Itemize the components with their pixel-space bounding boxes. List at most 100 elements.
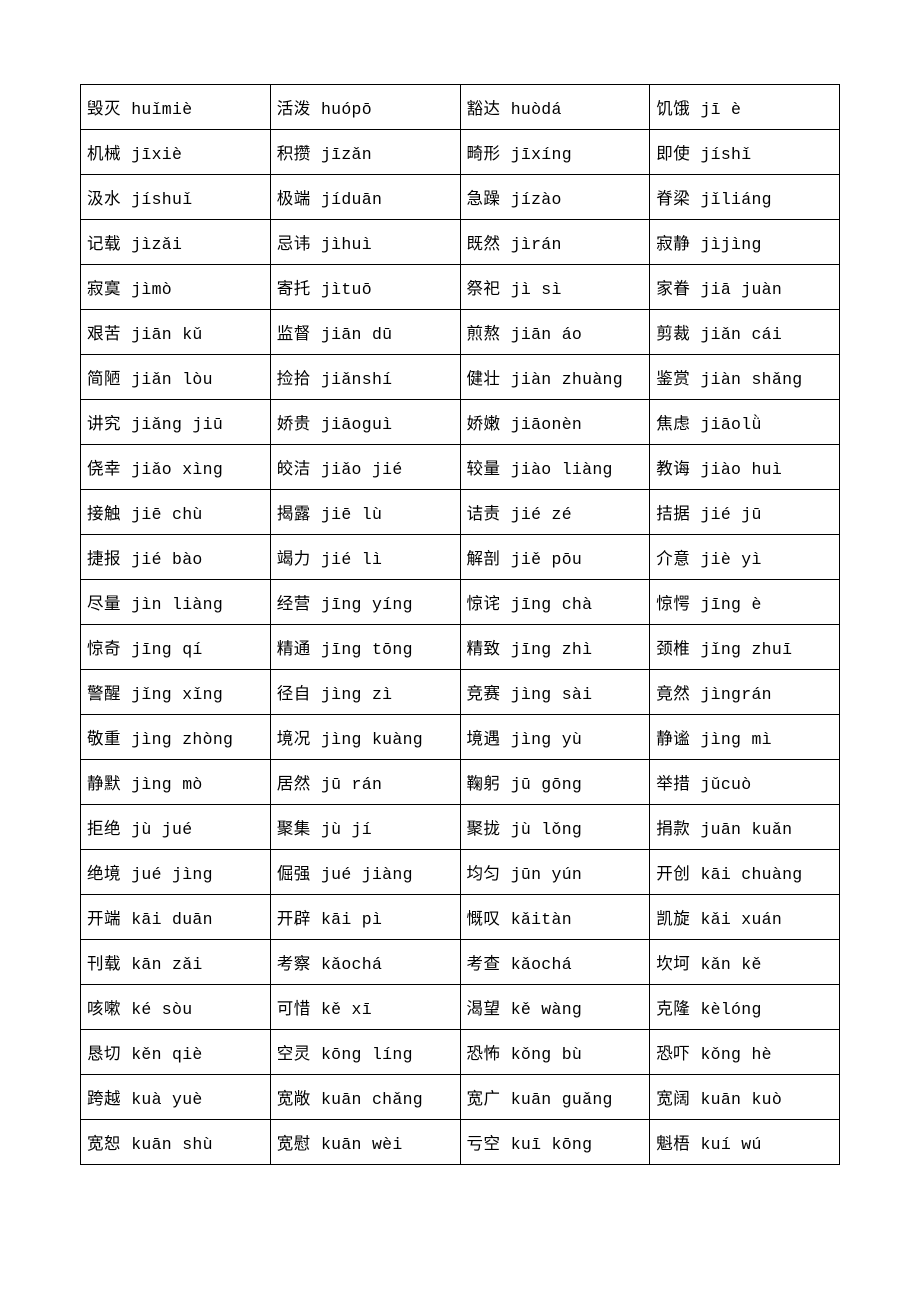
- chinese-text: 家眷: [656, 279, 690, 298]
- chinese-text: 饥饿: [656, 99, 690, 118]
- table-cell: 积攒 jīzǎn: [270, 130, 460, 175]
- chinese-text: 寂静: [656, 234, 690, 253]
- pinyin-text: jué jìng: [121, 865, 213, 884]
- pinyin-text: jiāolǜ: [690, 415, 761, 434]
- table-cell: 鞠躬 jū gōng: [460, 760, 650, 805]
- table-cell: 开辟 kāi pì: [270, 895, 460, 940]
- pinyin-text: jīzǎn: [311, 145, 372, 164]
- table-cell: 竭力 jié lì: [270, 535, 460, 580]
- table-cell: 宽广 kuān guǎng: [460, 1075, 650, 1120]
- chinese-text: 倔强: [277, 864, 311, 883]
- table-cell: 煎熬 jiān áo: [460, 310, 650, 355]
- pinyin-text: kuān shù: [121, 1135, 213, 1154]
- pinyin-text: jǐliáng: [690, 190, 772, 209]
- pinyin-text: jiā juàn: [690, 280, 782, 299]
- pinyin-text: kǒng bù: [501, 1045, 583, 1064]
- pinyin-text: jiào huì: [690, 460, 782, 479]
- chinese-text: 静谧: [656, 729, 690, 748]
- chinese-text: 开创: [656, 864, 690, 883]
- chinese-text: 祭祀: [467, 279, 501, 298]
- chinese-text: 毁灭: [87, 99, 121, 118]
- chinese-text: 境遇: [467, 729, 501, 748]
- pinyin-text: jìng sài: [501, 685, 593, 704]
- pinyin-text: jìn liàng: [121, 595, 223, 614]
- chinese-text: 咳嗽: [87, 999, 121, 1018]
- chinese-text: 颈椎: [656, 639, 690, 658]
- pinyin-text: jūn yún: [501, 865, 583, 884]
- pinyin-text: jìhuì: [311, 235, 372, 254]
- pinyin-text: kǎochá: [501, 955, 572, 974]
- table-cell: 开创 kāi chuàng: [650, 850, 840, 895]
- table-cell: 鉴赏 jiàn shǎng: [650, 355, 840, 400]
- vocabulary-table: 毁灭 huǐmiè活泼 huópō豁达 huòdá饥饿 jī è机械 jīxiè…: [80, 84, 840, 1165]
- chinese-text: 机械: [87, 144, 121, 163]
- chinese-text: 恐怖: [467, 1044, 501, 1063]
- table-cell: 聚集 jù jí: [270, 805, 460, 850]
- table-cell: 考查 kǎochá: [460, 940, 650, 985]
- pinyin-text: kuān wèi: [311, 1135, 403, 1154]
- table-cell: 捷报 jié bào: [81, 535, 271, 580]
- pinyin-text: jiè yì: [690, 550, 761, 569]
- table-cell: 恐吓 kǒng hè: [650, 1030, 840, 1075]
- pinyin-text: jiàn shǎng: [690, 370, 802, 389]
- table-cell: 静默 jìng mò: [81, 760, 271, 805]
- table-cell: 境况 jìng kuàng: [270, 715, 460, 760]
- chinese-text: 惊诧: [467, 594, 501, 613]
- chinese-text: 凯旋: [656, 909, 690, 928]
- chinese-text: 既然: [467, 234, 501, 253]
- table-cell: 捡拾 jiǎnshí: [270, 355, 460, 400]
- chinese-text: 鞠躬: [467, 774, 501, 793]
- pinyin-text: kāi duān: [121, 910, 213, 929]
- table-cell: 居然 jū rán: [270, 760, 460, 805]
- pinyin-text: jū rán: [311, 775, 382, 794]
- chinese-text: 艰苦: [87, 324, 121, 343]
- table-cell: 警醒 jǐng xǐng: [81, 670, 271, 715]
- table-cell: 侥幸 jiǎo xìng: [81, 445, 271, 490]
- table-cell: 机械 jīxiè: [81, 130, 271, 175]
- table-cell: 跨越 kuà yuè: [81, 1075, 271, 1120]
- table-cell: 惊愕 jīng è: [650, 580, 840, 625]
- pinyin-text: jiān áo: [501, 325, 583, 344]
- pinyin-text: jízào: [501, 190, 562, 209]
- pinyin-text: huópō: [311, 100, 372, 119]
- pinyin-text: jìng yù: [501, 730, 583, 749]
- chinese-text: 煎熬: [467, 324, 501, 343]
- pinyin-text: jiǎo xìng: [121, 460, 223, 479]
- chinese-text: 宽慰: [277, 1134, 311, 1153]
- table-cell: 急躁 jízào: [460, 175, 650, 220]
- chinese-text: 恳切: [87, 1044, 121, 1063]
- table-cell: 可惜 kě xī: [270, 985, 460, 1030]
- table-cell: 考察 kǎochá: [270, 940, 460, 985]
- table-cell: 渴望 kě wàng: [460, 985, 650, 1030]
- page-container: 毁灭 huǐmiè活泼 huópō豁达 huòdá饥饿 jī è机械 jīxiè…: [0, 0, 920, 1249]
- chinese-text: 积攒: [277, 144, 311, 163]
- chinese-text: 静默: [87, 774, 121, 793]
- chinese-text: 极端: [277, 189, 311, 208]
- table-cell: 恐怖 kǒng bù: [460, 1030, 650, 1075]
- pinyin-text: jǔcuò: [690, 775, 751, 794]
- table-cell: 宽阔 kuān kuò: [650, 1075, 840, 1120]
- chinese-text: 敬重: [87, 729, 121, 748]
- chinese-text: 可惜: [277, 999, 311, 1018]
- table-cell: 极端 jíduān: [270, 175, 460, 220]
- chinese-text: 捡拾: [277, 369, 311, 388]
- pinyin-text: jīxíng: [501, 145, 572, 164]
- pinyin-text: kǎitàn: [501, 910, 572, 929]
- chinese-text: 捐款: [656, 819, 690, 838]
- chinese-text: 经营: [277, 594, 311, 613]
- table-row: 汲水 jíshuǐ极端 jíduān急躁 jízào脊梁 jǐliáng: [81, 175, 840, 220]
- pinyin-text: jié zé: [501, 505, 572, 524]
- pinyin-text: jiē chù: [121, 505, 203, 524]
- chinese-text: 豁达: [467, 99, 501, 118]
- table-cell: 惊奇 jīng qí: [81, 625, 271, 670]
- chinese-text: 接触: [87, 504, 121, 523]
- table-row: 宽恕 kuān shù宽慰 kuān wèi亏空 kuī kōng魁梧 kuí …: [81, 1120, 840, 1165]
- pinyin-text: jū gōng: [501, 775, 583, 794]
- pinyin-text: jǐng zhuī: [690, 640, 792, 659]
- table-cell: 脊梁 jǐliáng: [650, 175, 840, 220]
- table-cell: 畸形 jīxíng: [460, 130, 650, 175]
- pinyin-text: kě xī: [311, 1000, 372, 1019]
- pinyin-text: jīng tōng: [311, 640, 413, 659]
- pinyin-text: jìng mì: [690, 730, 772, 749]
- chinese-text: 均匀: [467, 864, 501, 883]
